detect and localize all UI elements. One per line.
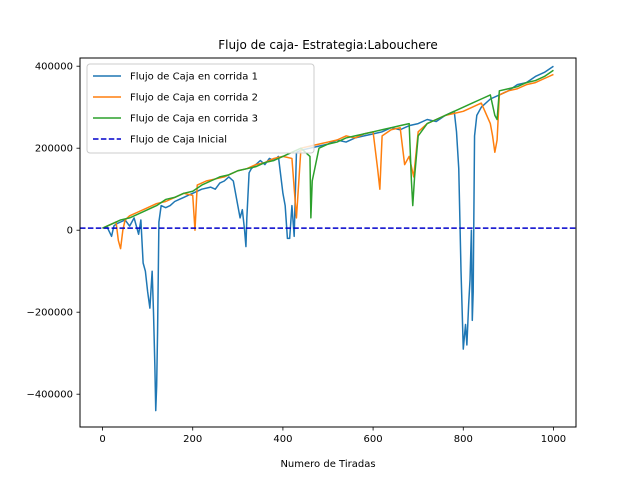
legend-label-3: Flujo de Caja en corrida 3 (130, 114, 258, 125)
x-tick-label: 800 (454, 434, 473, 445)
x-tick-label: 600 (364, 434, 383, 445)
chart-title: Flujo de caja- Estrategia:Labouchere (218, 38, 437, 52)
y-tick-label: −400000 (26, 390, 73, 401)
legend-box (86, 63, 315, 154)
x-tick-label: 1000 (541, 434, 566, 445)
series-layer (80, 65, 576, 412)
x-axis-title: Numero de Tiradas (280, 459, 375, 470)
plot-area-frame (79, 57, 577, 428)
x-tick-label: 200 (183, 434, 202, 445)
y-axis: −400000 −200000 0 200000 400000 (26, 62, 80, 401)
x-axis: 0 200 400 600 800 1000 (99, 427, 566, 445)
legend-label-2: Flujo de Caja en corrida 2 (130, 93, 258, 104)
x-tick-label: 0 (99, 434, 105, 445)
y-tick-label: 0 (67, 226, 73, 237)
legend: Flujo de Caja en corrida 1 Flujo de Caja … (86, 63, 315, 154)
series-line-2 (102, 73, 554, 250)
y-tick-label: 400000 (35, 62, 73, 73)
x-tick-label: 400 (273, 434, 292, 445)
y-tick-label: −200000 (26, 308, 73, 319)
y-tick-label: 200000 (35, 144, 73, 155)
legend-label-4: Flujo de Caja Inicial (130, 135, 227, 146)
series-line-3 (102, 69, 554, 229)
legend-label-1: Flujo de Caja en corrida 1 (130, 72, 258, 83)
